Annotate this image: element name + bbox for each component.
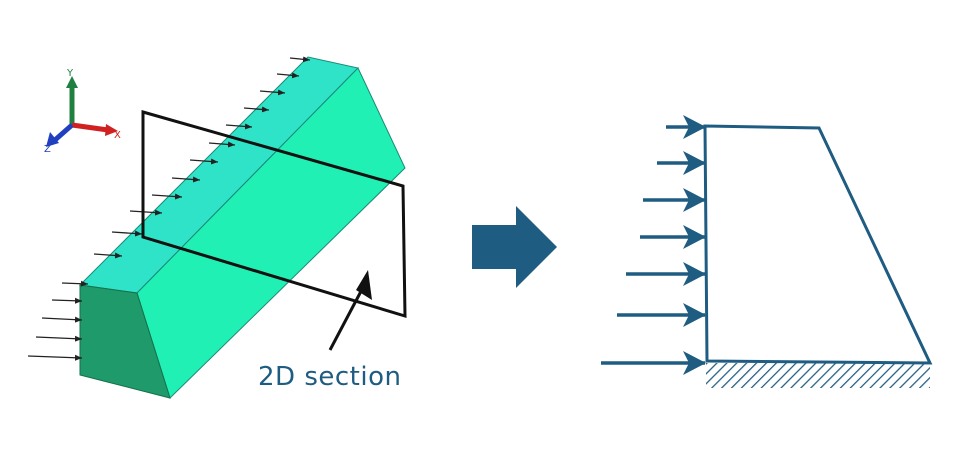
pressure-arrows-2d [601,115,706,375]
prism-end-face [79,284,171,399]
section-2d-outline [703,124,933,365]
ground-hatch [706,363,930,388]
section-2d [703,124,933,388]
section-plane [141,110,407,319]
section-caption: 2D section [258,362,402,392]
prism-3d [78,56,406,399]
pressure-arrows-3d [27,56,311,361]
axis-y-label: Y [66,68,74,79]
axis-triad-icon: Y X Z [44,68,121,155]
right-arrow-icon [472,206,557,288]
caption-leader [328,270,372,351]
axis-x-label: X [114,130,121,141]
axis-z-label: Z [44,144,51,155]
